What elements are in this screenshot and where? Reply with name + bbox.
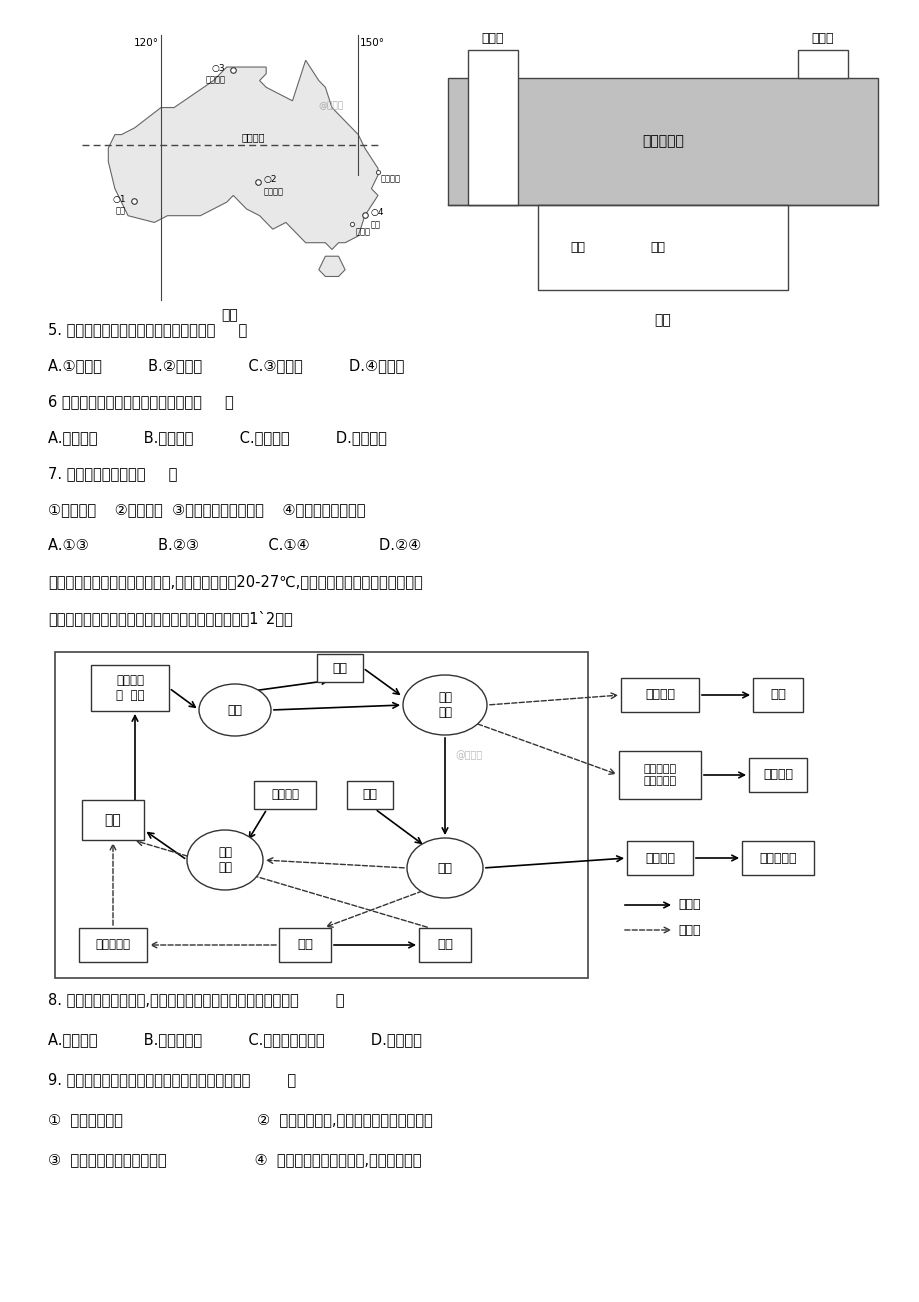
Text: @正确云: @正确云 [319,100,344,109]
Text: 5. 该类地下住宅可能分布于图甲所示的（     ）: 5. 该类地下住宅可能分布于图甲所示的（ ） [48,322,247,337]
Text: 菌渣: 菌渣 [437,862,452,875]
Text: 9. 该生产模式对社会经济发展产生的积极影响有（        ）: 9. 该生产模式对社会经济发展产生的积极影响有（ ） [48,1072,296,1087]
Bar [55,652,587,978]
Bar [346,781,392,809]
Text: ①  增加农民收入                             ②  增加就业机会,解决农村剩余劳动力问题: ① 增加农民收入 ② 增加就业机会,解决农村剩余劳动力问题 [48,1112,432,1128]
Text: 沼气发酵: 沼气发酵 [644,852,675,865]
Text: @正确云: @正确云 [455,750,482,760]
Text: 饲料: 饲料 [297,939,312,952]
Text: 有机
肥料: 有机 肥料 [218,846,232,874]
Bar [468,49,517,204]
Text: 悉尼: 悉尼 [370,220,380,229]
Bar [620,678,698,712]
Text: 蚯蚓: 蚯蚓 [437,939,452,952]
Bar [82,799,144,840]
Text: 8. 若充分考虑气候特征,下列地区中适宜推广该生产模式的是（        ）: 8. 若充分考虑气候特征,下列地区中适宜推广该生产模式的是（ ） [48,992,344,1006]
Text: 古德帕拉: 古德帕拉 [205,76,225,85]
Text: 大棚土壤: 大棚土壤 [762,768,792,781]
Text: 蚯蚓具有喜温、喜湿的生活习性,最适宜的温度为20-27℃,此时能较好地生长发育和繁殖。: 蚯蚓具有喜温、喜湿的生活习性,最适宜的温度为20-27℃,此时能较好地生长发育和… [48,574,423,589]
Ellipse shape [187,829,263,891]
Bar [448,78,877,204]
Text: 农田: 农田 [105,812,121,827]
Text: 堪培拉: 堪培拉 [355,228,370,237]
Text: 主环链: 主环链 [677,898,699,911]
Bar [797,49,847,78]
Polygon shape [108,60,378,250]
Bar [538,204,788,290]
Text: 秸秆: 秸秆 [227,703,243,716]
Text: ○2: ○2 [264,176,277,185]
Text: 珀斯: 珀斯 [116,207,126,216]
Bar [418,928,471,962]
Text: 7. 推测该类地下住宅（     ）: 7. 推测该类地下住宅（ ） [48,466,177,480]
Text: 下图为我国某地秸秆菌业循环利用模式图。据此完成1`2题。: 下图为我国某地秸秆菌业循环利用模式图。据此完成1`2题。 [48,611,292,626]
Bar [79,928,147,962]
Bar [91,665,169,711]
Text: 畜、禽、鱼: 畜、禽、鱼 [96,939,130,952]
Text: 切碎、打
包  体化: 切碎、打 包 体化 [116,674,144,702]
Bar [627,841,692,875]
Text: 发酵: 发酵 [362,789,377,802]
Text: A.①地附近          B.②地附近          C.③地附近          D.④地附近: A.①地附近 B.②地附近 C.③地附近 D.④地附近 [48,358,404,372]
Text: 库波佩迪: 库波佩迪 [264,187,283,195]
Text: 布里斯班: 布里斯班 [380,174,401,184]
Text: 生产工艺: 生产工艺 [271,789,299,802]
Text: 6 该类地下住宅通天井的主要作用是（     ）: 6 该类地下住宅通天井的主要作用是（ ） [48,395,233,409]
Text: 土体和岩石: 土体和岩石 [641,134,683,148]
Text: 地下: 地下 [570,241,584,254]
Text: 通天井: 通天井 [482,33,504,46]
Text: ○4: ○4 [370,208,384,217]
Text: 林地: 林地 [769,689,785,702]
Text: 日光温室菌
菜轮、间作: 日光温室菌 菜轮、间作 [642,764,675,786]
Text: ③  促进农业生产结构多元化                   ④  优化农村能源消费结构,保护生态环境: ③ 促进农业生产结构多元化 ④ 优化农村能源消费结构,保护生态环境 [48,1152,421,1167]
Text: 加环链: 加环链 [677,923,699,936]
Text: ○3: ○3 [211,64,225,73]
Ellipse shape [406,838,482,898]
Text: 发酵: 发酵 [332,661,347,674]
Text: 林下菌业: 林下菌业 [644,689,675,702]
Text: 住宅: 住宅 [650,241,664,254]
Bar [748,758,806,792]
Polygon shape [319,256,345,276]
Bar [618,751,700,799]
Text: 图甲: 图甲 [221,309,238,322]
Bar [742,841,813,875]
Ellipse shape [403,674,486,736]
Text: 南回归线: 南回归线 [241,132,265,142]
Text: 图乙: 图乙 [654,312,671,327]
Text: ①室温不变    ②冬暖夏凉  ③类似黄土高原的窑洞    ④类似草原的蒙古包: ①室温不变 ②冬暖夏凉 ③类似黄土高原的窑洞 ④类似草原的蒙古包 [48,503,365,517]
Bar [317,654,363,682]
Text: ○1: ○1 [112,195,126,204]
Bar [752,678,802,712]
Text: 食用
菌业: 食用 菌业 [437,691,451,719]
Text: A.①③               B.②③               C.①④               D.②④: A.①③ B.②③ C.①④ D.②④ [48,538,421,553]
Text: 120°: 120° [134,38,159,48]
Text: A.收集雨水          B.方便通信          C.增加采光          D.通风换气: A.收集雨水 B.方便通信 C.增加采光 D.通风换气 [48,430,387,445]
Text: 沼渣、沼液: 沼渣、沼液 [758,852,796,865]
Text: 通天井: 通天井 [811,33,834,46]
Ellipse shape [199,684,271,736]
Text: 150°: 150° [360,38,385,48]
Text: A.三江平原          B.塔里木盆地          C.雅鲁藏布江谷地          D.江南丘陵: A.三江平原 B.塔里木盆地 C.雅鲁藏布江谷地 D.江南丘陵 [48,1032,422,1047]
Bar [254,781,315,809]
Bar [278,928,331,962]
